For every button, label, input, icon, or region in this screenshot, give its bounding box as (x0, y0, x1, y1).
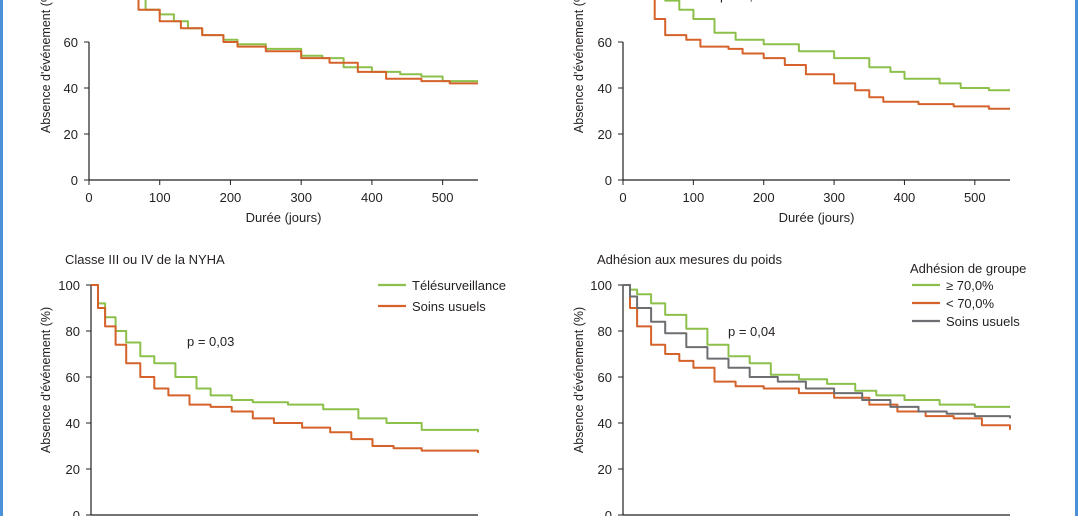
y-tick-label: 0 (605, 508, 612, 516)
x-tick-label: 0 (619, 190, 626, 205)
legend-title: Adhésion de groupe (910, 261, 1026, 276)
y-tick-label: 40 (598, 81, 612, 96)
y-tick-label: 60 (64, 35, 78, 50)
legend-label: ≥ 70,0% (946, 278, 994, 293)
series-line-curve-0 (664, 0, 1010, 92)
series-line-Soins-usuels (623, 284, 1011, 419)
y-tick-label: 20 (598, 462, 612, 477)
left-border (0, 0, 3, 516)
x-tick-label: 400 (894, 190, 916, 205)
x-tick-label: 200 (753, 190, 775, 205)
y-tick-label: 0 (605, 173, 612, 188)
y-tick-label: 40 (66, 416, 80, 431)
right-border (1075, 0, 1078, 516)
panel-title: Classe III ou IV de la NYHA (65, 252, 225, 267)
y-axis-label: Absence d'événement (%) (572, 0, 586, 133)
legend-label: Soins usuels (946, 314, 1020, 329)
y-axis-label: Absence d'événement (%) (39, 0, 53, 133)
legend-label: Soins usuels (412, 299, 486, 314)
x-tick-label: 0 (85, 190, 92, 205)
x-tick-label: 300 (823, 190, 845, 205)
legend-label: Télésurveillance (412, 278, 506, 293)
x-tick-label: 100 (149, 190, 171, 205)
y-tick-label: 80 (66, 324, 80, 339)
panel-title: Adhésion aux mesures du poids (597, 252, 783, 267)
x-tick-label: 100 (683, 190, 705, 205)
y-tick-label: 80 (598, 324, 612, 339)
y-tick-label: 100 (590, 278, 612, 293)
y-tick-label: 100 (58, 278, 80, 293)
x-axis-label: Durée (jours) (779, 210, 855, 225)
legend-label: < 70,0% (946, 296, 995, 311)
y-tick-label: 0 (73, 508, 80, 516)
x-axis-label: Durée (jours) (246, 210, 322, 225)
y-tick-label: 60 (598, 370, 612, 385)
series-line-<-70,0% (623, 284, 1011, 430)
y-axis-label: Absence d'événement (%) (572, 307, 586, 453)
series-line-curve-0 (144, 0, 478, 83)
y-axis-label: Absence d'événement (%) (39, 307, 53, 453)
series-line-curve-1 (137, 0, 478, 85)
p-value-annotation: p = 0,04 (728, 324, 775, 339)
y-tick-label: 20 (598, 127, 612, 142)
series-line-≥-70,0% (623, 284, 1010, 408)
y-tick-label: 60 (598, 35, 612, 50)
x-tick-label: 200 (220, 190, 242, 205)
y-tick-label: 20 (66, 462, 80, 477)
series-line-curve-1 (653, 0, 1010, 110)
y-tick-label: 20 (64, 127, 78, 142)
x-tick-label: 300 (290, 190, 312, 205)
x-tick-label: 500 (432, 190, 454, 205)
y-tick-label: 40 (598, 416, 612, 431)
series-line-Soins-usuels (91, 284, 479, 453)
x-tick-label: 500 (964, 190, 986, 205)
y-tick-label: 40 (64, 81, 78, 96)
y-tick-label: 0 (71, 173, 78, 188)
y-tick-label: 60 (66, 370, 80, 385)
p-value-annotation: p = 0,03 (187, 334, 234, 349)
x-tick-label: 400 (361, 190, 383, 205)
p-value-annotation: p = 0,10 (720, 0, 767, 3)
